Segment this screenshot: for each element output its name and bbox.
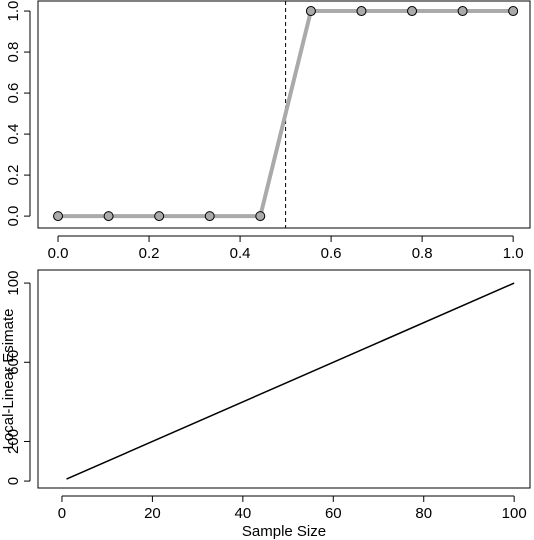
y-tick-label: 200 [5, 429, 22, 454]
plot-box [37, 269, 531, 489]
x-tick-label: 60 [325, 505, 342, 522]
x-tick-label: 20 [144, 505, 161, 522]
x-tick-label: 0.8 [412, 245, 433, 262]
x-tick-label: 0.6 [321, 245, 342, 262]
x-axis-label: Sample Size [242, 523, 326, 540]
data-point [407, 6, 418, 17]
data-point [457, 6, 468, 17]
data-point [255, 211, 266, 222]
y-tick-label: 600 [5, 350, 22, 375]
plot-box [37, 0, 531, 229]
y-tick-label: 100 [5, 271, 22, 296]
data-point [305, 6, 316, 17]
y-tick-label: 0.2 [5, 165, 22, 186]
data-point [204, 211, 215, 222]
x-tick-label: 0.2 [139, 245, 160, 262]
data-point [508, 6, 519, 17]
y-tick-label: 0.4 [5, 124, 22, 145]
x-tick-label: 40 [235, 505, 252, 522]
x-tick-label: 80 [415, 505, 432, 522]
data-point [53, 211, 64, 222]
x-tick-label: 0.4 [230, 245, 251, 262]
y-tick-label: 0.6 [5, 83, 22, 104]
y-tick-label: 1.0 [5, 1, 22, 22]
data-point [154, 211, 165, 222]
data-line [58, 9, 514, 219]
y-tick-label: 0 [5, 477, 22, 485]
y-tick-label: 0.8 [5, 42, 22, 63]
x-tick-label: 0 [58, 505, 66, 522]
x-tick-label: 1.0 [503, 245, 524, 262]
data-point [103, 211, 114, 222]
x-tick-label: 100 [502, 505, 527, 522]
data-point [356, 6, 367, 17]
y-axis-label: Local-Linear Esimate [0, 309, 17, 450]
y-tick-label: 0.0 [5, 206, 22, 227]
x-tick-label: 0.0 [48, 245, 69, 262]
data-line [66, 282, 515, 480]
